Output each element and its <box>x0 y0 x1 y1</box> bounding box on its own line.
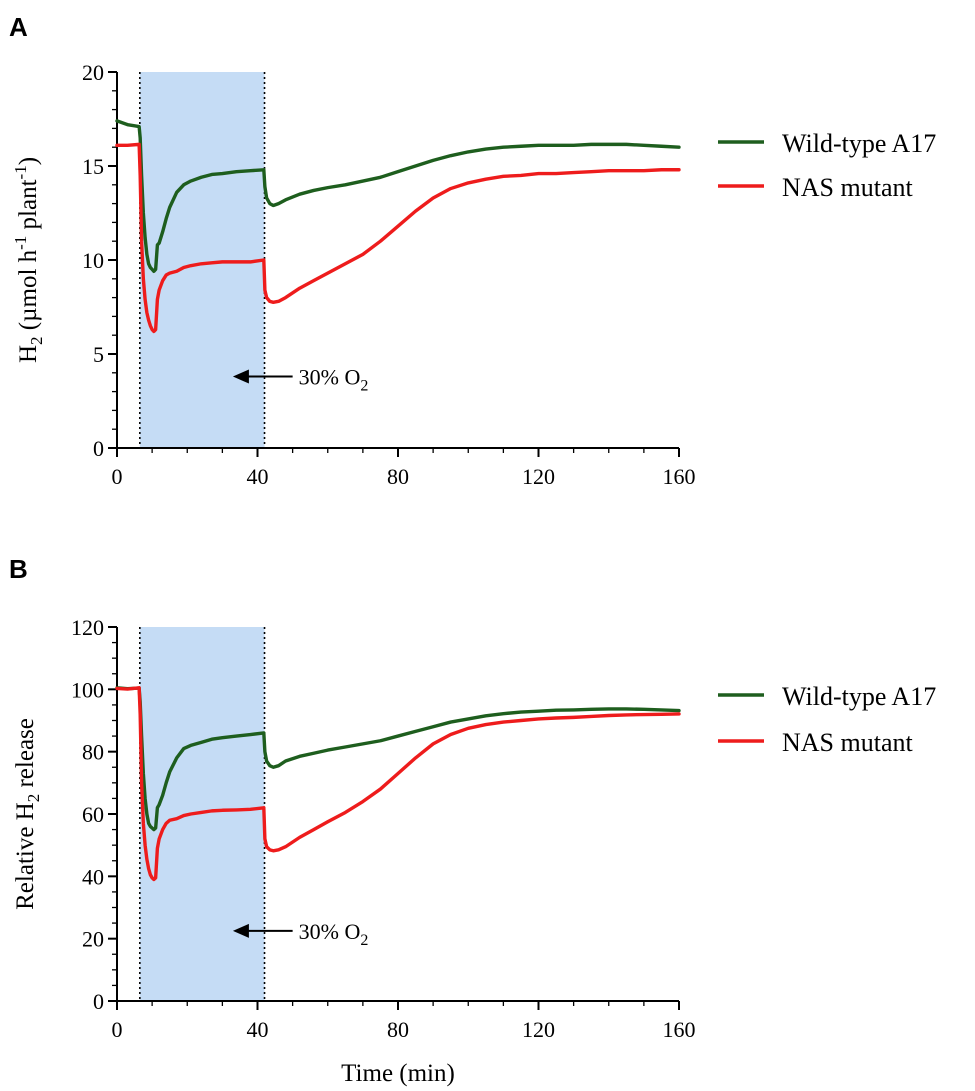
x-tick-label: 160 <box>663 1017 696 1042</box>
panel-letter: A <box>9 12 28 42</box>
y-title-base: H <box>15 345 42 363</box>
y-tick-label: 100 <box>71 677 104 702</box>
y-axis-title: H2 (µmol h-1 plant-1) <box>11 157 46 363</box>
y-title-subscript: 2 <box>27 336 46 345</box>
shaded-region <box>139 72 265 448</box>
annotation-subscript: 2 <box>360 378 368 395</box>
annotation-arrow-head <box>232 923 249 938</box>
annotation-text: 30% O <box>299 365 361 390</box>
x-axis-title: Time (min) <box>341 1060 455 1087</box>
y-tick-label: 5 <box>93 342 104 367</box>
panel-letter: B <box>9 554 28 584</box>
x-tick-label: 160 <box>663 464 696 489</box>
annotation-arrow-head <box>232 369 249 384</box>
y-title-units: plant <box>15 179 42 235</box>
y-tick-label: 15 <box>82 154 104 179</box>
legend-label: NAS mutant <box>782 173 914 202</box>
x-tick-label: 0 <box>112 464 123 489</box>
series-line-nas-mutant <box>115 686 681 882</box>
annotation-label: 30% O2 <box>299 365 369 395</box>
y-title-superscript: -1 <box>11 236 30 250</box>
series-line-nas-mutant <box>115 142 681 334</box>
legend-label: Wild-type A17 <box>782 129 936 158</box>
annotation-text: 30% O <box>299 919 361 944</box>
y-title-base: Relative H <box>12 802 39 910</box>
y-tick-label: 20 <box>82 927 104 952</box>
y-tick-label: 20 <box>82 60 104 85</box>
annotation-label: 30% O2 <box>299 919 369 949</box>
x-tick-label: 80 <box>387 1017 409 1042</box>
y-axis-title: Relative H2 release <box>12 718 43 910</box>
y-tick-label: 40 <box>82 864 104 889</box>
legend-label: NAS mutant <box>782 728 914 757</box>
x-tick-label: 120 <box>522 464 555 489</box>
y-title-units: (µmol h <box>15 249 42 336</box>
x-tick-label: 40 <box>247 464 269 489</box>
y-title-subscript: 2 <box>24 794 43 803</box>
y-tick-label: 0 <box>93 989 104 1014</box>
series-line-wild-type-a17 <box>115 686 681 832</box>
x-tick-label: 0 <box>112 1017 123 1042</box>
y-tick-label: 60 <box>82 802 104 827</box>
y-tick-label: 80 <box>82 740 104 765</box>
y-title-superscript: -1 <box>11 165 30 179</box>
x-tick-label: 40 <box>247 1017 269 1042</box>
y-tick-label: 10 <box>82 248 104 273</box>
y-title-units: release <box>12 718 39 794</box>
y-tick-label: 120 <box>71 615 104 640</box>
y-tick-label: 0 <box>93 436 104 461</box>
x-tick-label: 80 <box>387 464 409 489</box>
series-line-wild-type-a17 <box>115 119 681 273</box>
y-title-units: ) <box>15 157 42 165</box>
x-tick-label: 120 <box>522 1017 555 1042</box>
annotation-subscript: 2 <box>360 932 368 949</box>
legend-label: Wild-type A17 <box>782 682 936 711</box>
